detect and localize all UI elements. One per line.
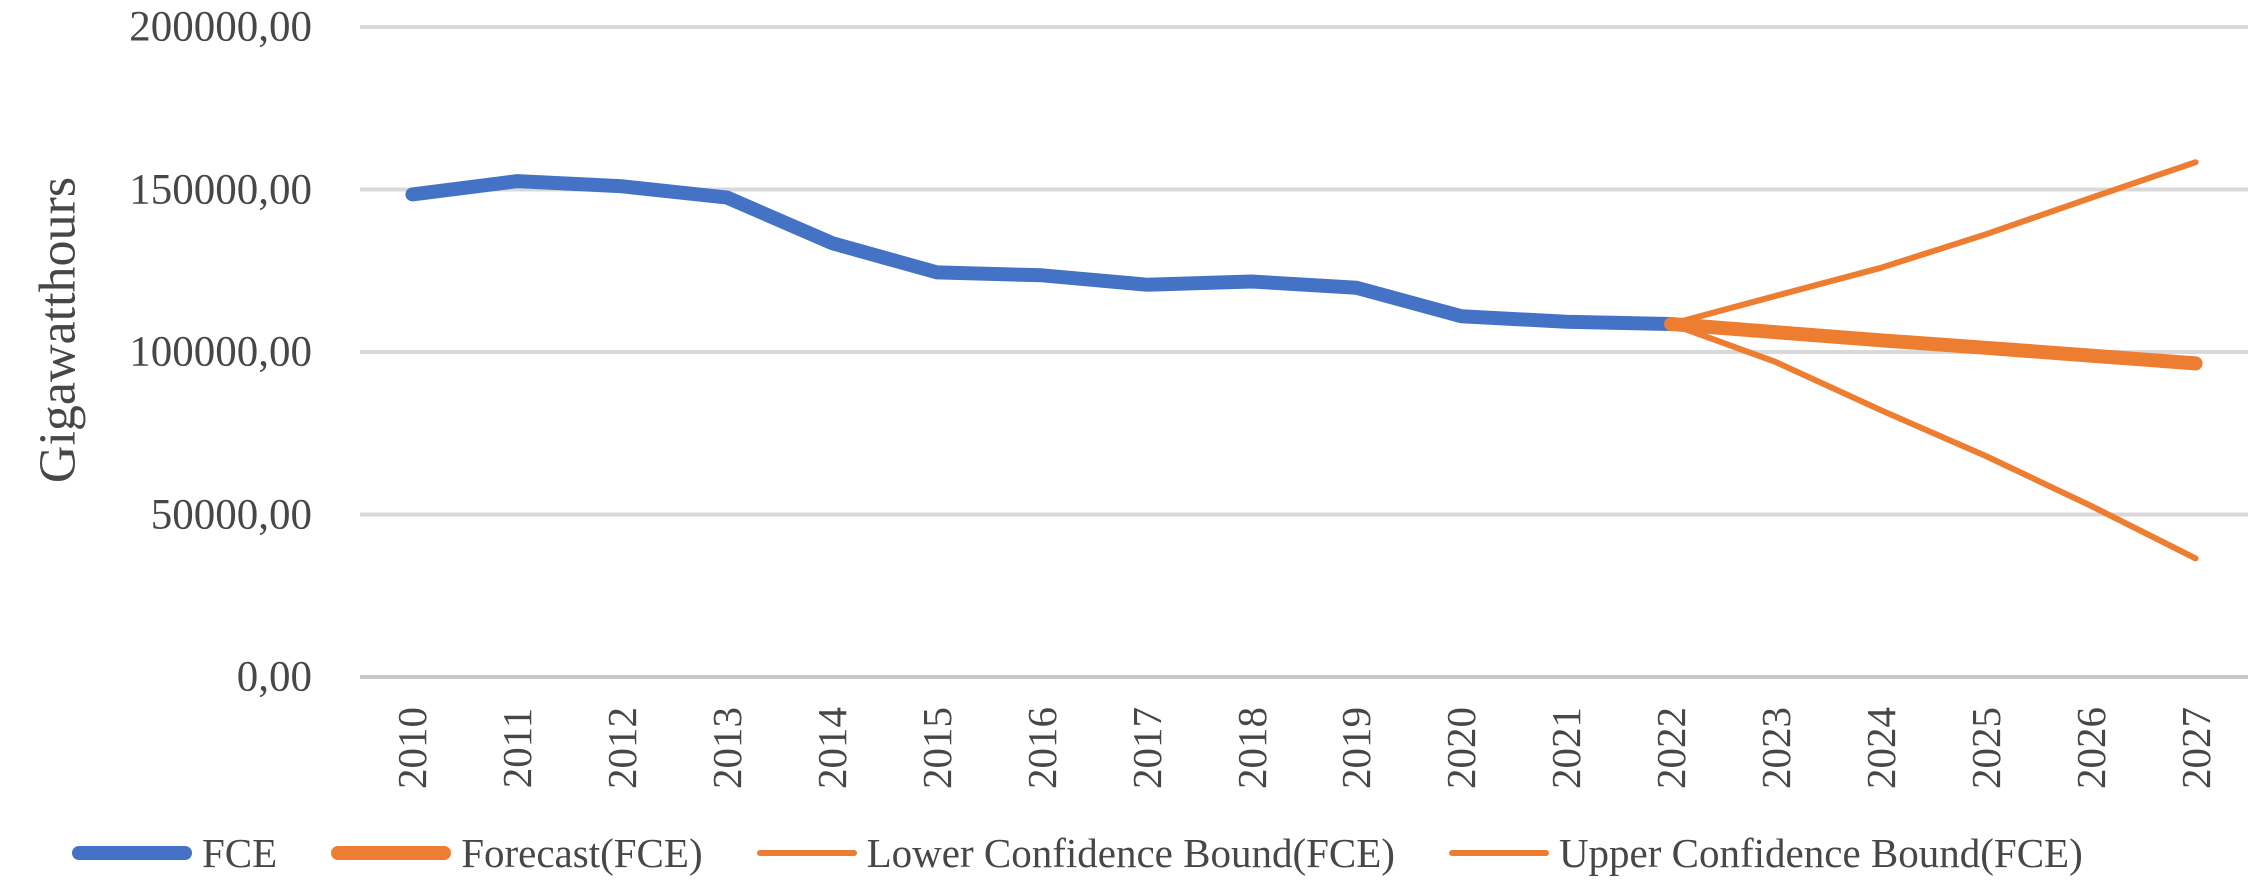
series-line-fce bbox=[405, 174, 1679, 331]
legend-line-swatch-fce bbox=[72, 846, 192, 860]
x-tick-label-2015: 2015 bbox=[913, 707, 960, 789]
x-tick-label-2020: 2020 bbox=[1438, 707, 1485, 789]
x-tick-label-2025: 2025 bbox=[1962, 707, 2009, 789]
x-tick-label-2019: 2019 bbox=[1333, 707, 1380, 789]
legend-label-lower-confidence-bound-fce: Lower Confidence Bound(FCE) bbox=[866, 830, 1395, 876]
series-line-upper-confidence-bound-fce bbox=[1668, 159, 2199, 327]
x-tick-label-2011: 2011 bbox=[494, 707, 541, 789]
y-tick-label: 50000,00 bbox=[150, 491, 312, 538]
y-axis-tick-labels: 200000,00 150000,00 100000,00 50000,00 0,00 bbox=[0, 0, 312, 885]
x-tick-label-2018: 2018 bbox=[1228, 707, 1275, 789]
legend-label-upper-confidence-bound-fce: Upper Confidence Bound(FCE) bbox=[1558, 830, 2083, 876]
y-tick-label: 100000,00 bbox=[129, 328, 312, 376]
x-tick-label-2012: 2012 bbox=[599, 707, 646, 789]
legend-line-swatch-forecast-fce bbox=[331, 846, 452, 860]
x-tick-label-2024: 2024 bbox=[1857, 707, 1904, 789]
legend-line-swatch-upper-confidence-bound-fce bbox=[1448, 850, 1549, 856]
y-tick-label: 200000,00 bbox=[129, 3, 312, 51]
x-tick-label-2022: 2022 bbox=[1648, 707, 1695, 789]
series-line-forecast-fce bbox=[1664, 317, 2203, 371]
x-tick-label-2023: 2023 bbox=[1753, 707, 1799, 789]
legend-item-fce: FCE bbox=[72, 829, 277, 877]
legend-label-forecast-fce: Forecast(FCE) bbox=[461, 830, 703, 876]
x-tick-label-2026: 2026 bbox=[2067, 707, 2114, 789]
legend-item-forecast-fce: Forecast(FCE) bbox=[331, 829, 703, 877]
legend: FCE Forecast(FCE) Lower Confidence Bound(F… bbox=[72, 829, 2083, 877]
x-tick-label-2016: 2016 bbox=[1018, 707, 1065, 789]
y-tick-label: 150000,00 bbox=[129, 166, 312, 213]
legend-item-lower-confidence-bound-fce: Lower Confidence Bound(FCE) bbox=[756, 829, 1395, 877]
x-tick-label-2021: 2021 bbox=[1543, 707, 1590, 789]
legend-item-upper-confidence-bound-fce: Upper Confidence Bound(FCE) bbox=[1448, 829, 2083, 877]
x-tick-label-2027: 2027 bbox=[2172, 707, 2219, 789]
x-tick-label-2017: 2017 bbox=[1123, 707, 1170, 789]
x-tick-label-2014: 2014 bbox=[809, 707, 855, 789]
legend-label-fce: FCE bbox=[202, 830, 278, 876]
series-line-lower-confidence-bound-fce bbox=[1668, 321, 2199, 562]
x-tick-label-2010: 2010 bbox=[389, 707, 436, 789]
legend-line-swatch-lower-confidence-bound-fce bbox=[756, 850, 857, 856]
y-tick-label: 0,00 bbox=[236, 653, 312, 701]
x-tick-label-2013: 2013 bbox=[704, 707, 751, 789]
